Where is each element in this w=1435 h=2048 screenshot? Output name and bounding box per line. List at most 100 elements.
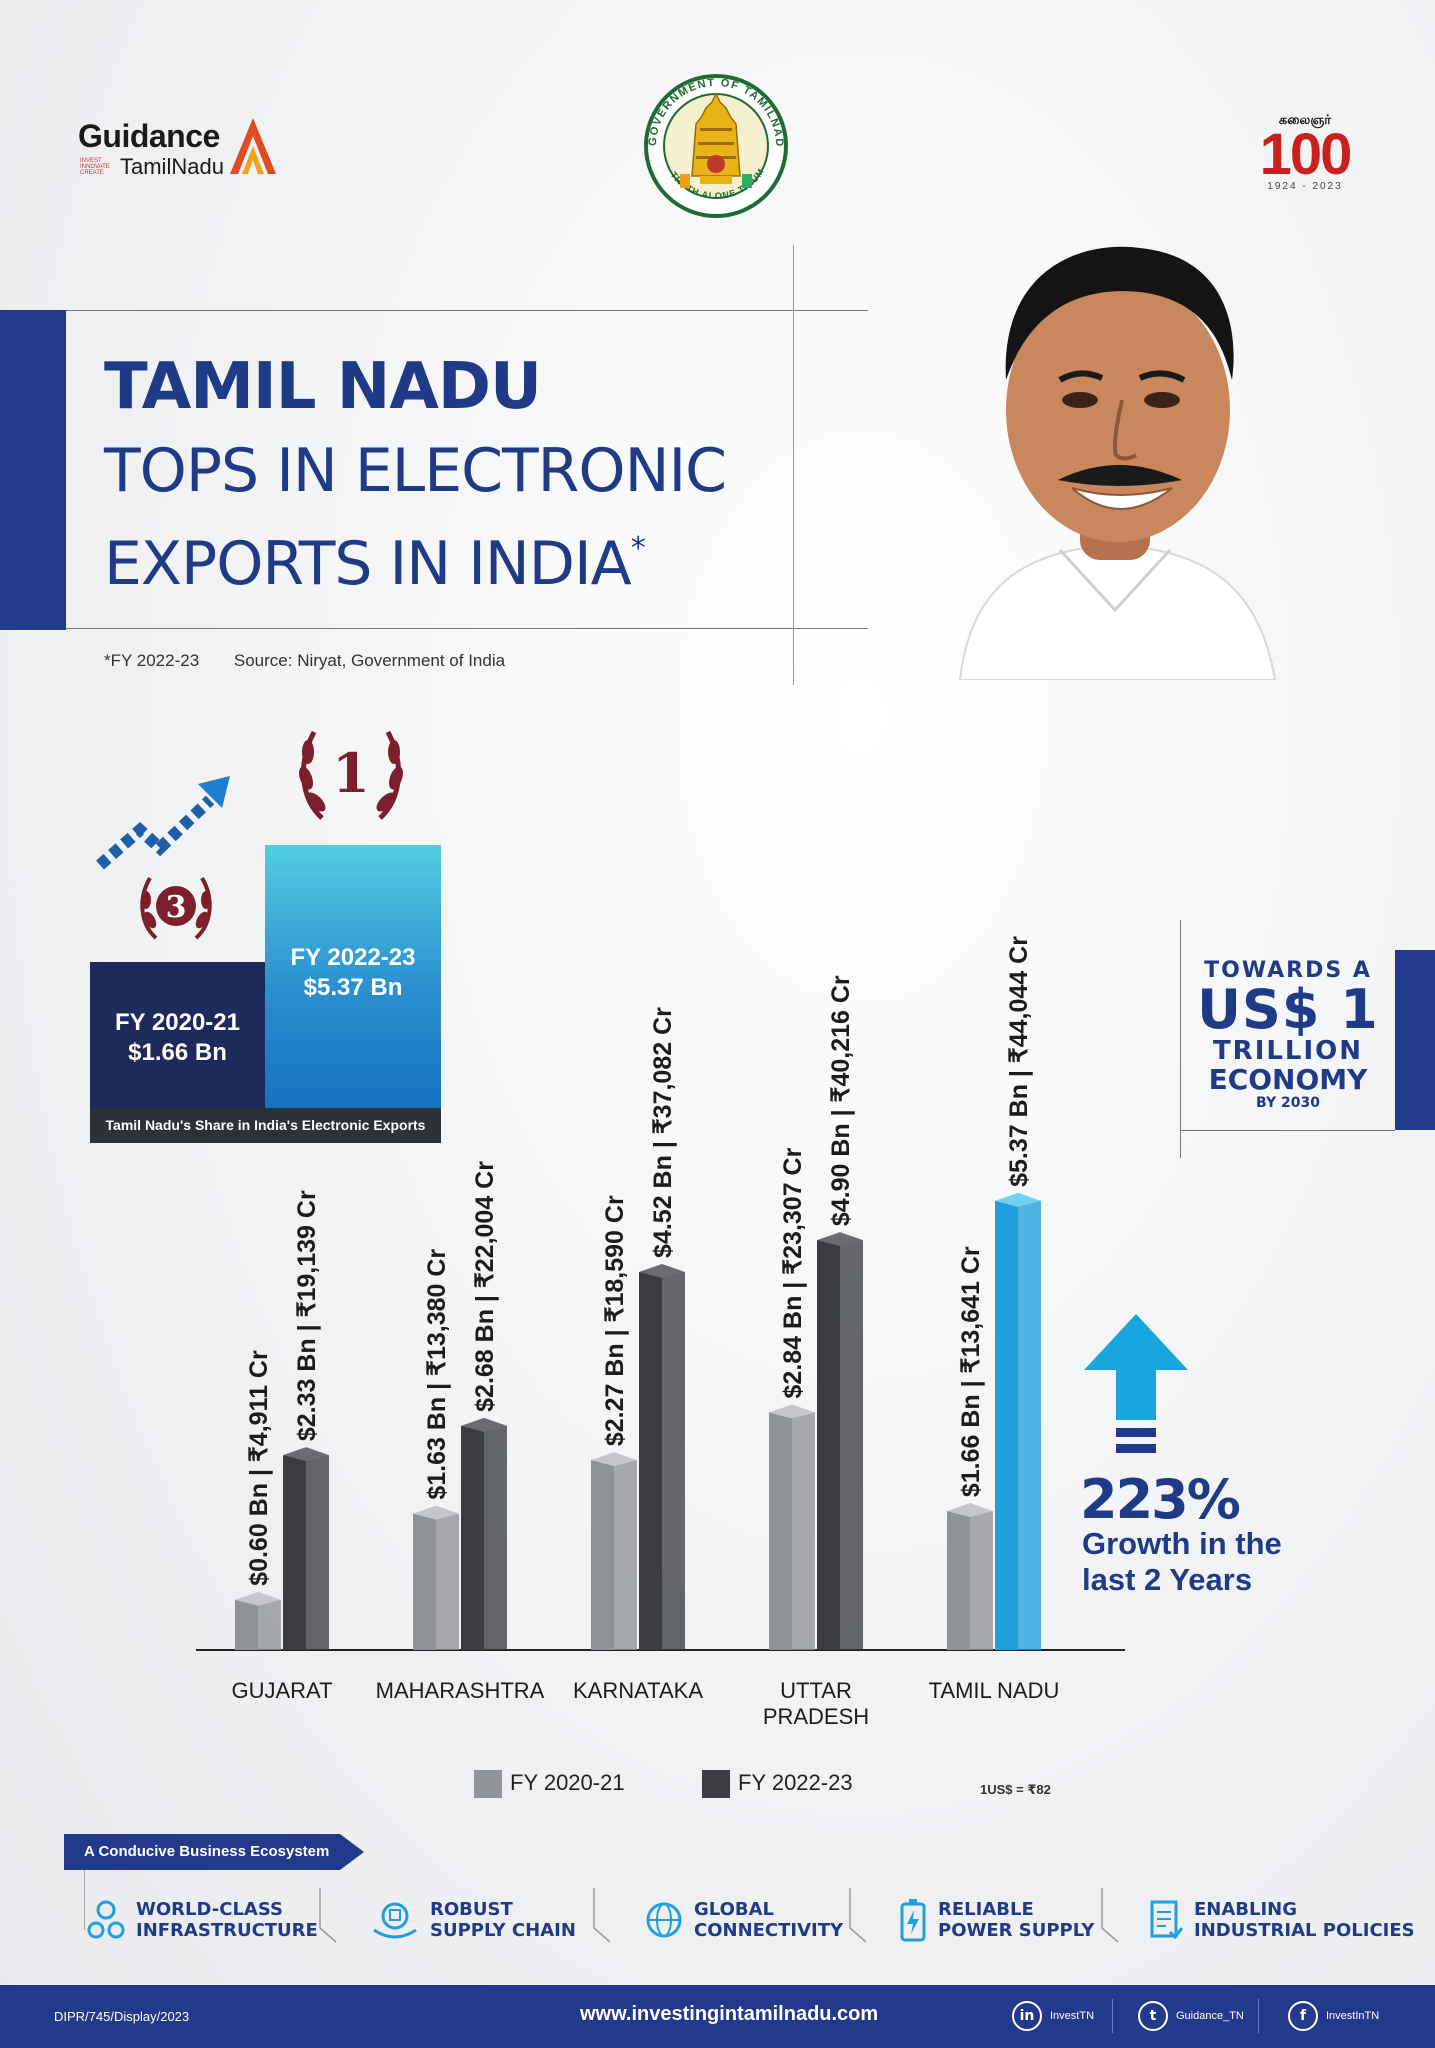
bar-side-0-3 [792,1412,815,1650]
ecosystem-tag: A Conducive Business Ecosystem [64,1834,364,1870]
category-label-2-0: KARNATAKA [573,1678,703,1703]
data-label-1-0: $2.33 Bn | ₹19,139 Cr [293,1190,321,1441]
headline-line2: TOPS IN ELECTRONIC [104,436,727,506]
bar-side-0-2 [614,1460,637,1650]
ecosystem-label-line1: GLOBAL [694,1899,775,1920]
share-box-fy2022-year: FY 2022-23 [290,944,416,971]
ecosystem-item-label: WORLD-CLASS INFRASTRUCTURE [136,1899,318,1941]
trillion-accent-bar [1395,950,1435,1130]
bar-fy2020-0 [235,1599,258,1650]
headline-subtitle: TOPS IN ELECTRONIC EXPORTS IN INDIA* [104,432,804,603]
bar-fy2022-3 [817,1240,840,1650]
ecosystem-item-supply-chain: ROBUST SUPPLY CHAIN [370,1890,576,1950]
bar-cap-0-1 [413,1505,459,1520]
category-label-0-0: GUJARAT [231,1678,332,1703]
data-label-0-2: $2.27 Bn | ₹18,590 Cr [601,1195,629,1446]
trillion-line5: BY 2030 [1256,1095,1320,1111]
ecosystem-divider [1101,1888,1119,1943]
title-rule-vertical [793,245,794,685]
rank-1-badge: 1 [292,722,410,835]
title-accent-bar [0,310,66,630]
ecosystem-label-line2: SUPPLY CHAIN [430,1920,576,1941]
ecosystem-divider [319,1888,337,1943]
ecosystem-item-label: GLOBAL CONNECTIVITY [694,1899,843,1941]
data-label-0-1: $1.63 Bn | ₹13,380 Cr [423,1249,451,1500]
data-label-1-1: $2.68 Bn | ₹22,004 Cr [471,1161,499,1412]
ecosystem-label-line2: POWER SUPPLY [938,1920,1095,1941]
centenary-logo: கலைஞர் 100 1924 - 2023 [1250,112,1360,192]
headline-asterisk: * [630,531,646,566]
currency-conversion-note: 1US$ = ₹82 [980,1782,1051,1797]
footer-divider [1112,1999,1113,2033]
category-label-4-0: TAMIL NADU [929,1678,1060,1703]
rank-old-number: 3 [166,890,187,925]
bar-fy2022-2 [639,1271,662,1650]
centenary-number: 100 [1259,122,1353,187]
trillion-rule-bottom [1180,1130,1395,1131]
ecosystem-label-line2: CONNECTIVITY [694,1920,844,1941]
footer-facebook[interactable]: f InvestInTN [1288,2001,1379,2031]
title-rule-top [66,310,868,311]
footnote: *FY 2022-23 [104,651,200,670]
bar-cap-1-0 [283,1447,329,1462]
trillion-line2: US$ 1 [1197,978,1379,1041]
legend-swatch-fy2022 [702,1770,730,1799]
trillion-line4: ECONOMY [1208,1063,1368,1096]
laurel-wreath-icon: 1 [299,730,403,820]
footer-linkedin[interactable]: in InvestTN [1012,2001,1094,2031]
chief-minister-portrait [958,246,1277,680]
ecosystem-label-line1: ROBUST [430,1899,513,1920]
footer-display-code: DIPR/745/Display/2023 [54,2009,190,2024]
footer-twitter[interactable]: t Guidance_TN [1138,2001,1244,2031]
bar-fy2022-4 [995,1200,1018,1650]
bar-side-1-2 [662,1271,685,1650]
supply-chain-icon [373,1902,417,1939]
footer-facebook-handle: InvestInTN [1326,2010,1380,2022]
legend-label-fy2020: FY 2020-21 [510,1770,625,1795]
share-box-fy2022: FY 2022-23 $5.37 Bn [265,845,441,1108]
guidance-word: Guidance [78,118,220,154]
share-box-fy2022-value: $5.37 Bn [303,974,403,1001]
laurel-wreath-icon: 3 [140,876,212,940]
data-label-1-3: $4.90 Bn | ₹40,216 Cr [827,975,855,1226]
ecosystem-item-label: RELIABLE POWER SUPPLY [938,1899,1094,1941]
bar-fy2022-1 [461,1425,484,1650]
bar-side-1-3 [840,1240,863,1650]
ecosystem-divider [593,1888,611,1943]
guidance-tamilnadu-logo: Guidance INVEST INNOVATE CREATE TamilNad… [78,118,278,188]
legend-item-fy2020: FY 2020-21 [474,1770,625,1799]
footer-website-link[interactable]: www.investingintamilnadu.com [580,2003,879,2025]
share-box-fy2020-value: $1.66 Bn [128,1039,227,1066]
ecosystem-label-line2: INFRASTRUCTURE [136,1920,318,1941]
bar-cap-1-1 [461,1417,507,1432]
share-box-fy2020-year: FY 2020-21 [115,1009,240,1036]
bar-cap-1-4 [995,1192,1041,1207]
footer-divider [1258,1999,1259,2033]
ecosystem-item-power: RELIABLE POWER SUPPLY [898,1890,1094,1950]
ecosystem-label-line1: ENABLING [1194,1899,1298,1920]
footer-linkedin-handle: InvestTN [1050,2010,1095,2022]
ecosystem-connector [84,1870,85,1930]
trillion-rule-vertical [1180,920,1181,1158]
ecosystem-divider [849,1888,867,1943]
globe-icon [646,1902,682,1938]
ecosystem-label-line1: WORLD-CLASS [136,1899,283,1920]
bar-fy2020-1 [413,1513,436,1650]
exports-bar-chart: $0.60 Bn | ₹4,911 Cr $2.33 Bn | ₹19,139 C… [196,936,1125,1729]
bar-cap-0-2 [591,1452,637,1467]
bar-cap-0-3 [769,1404,815,1419]
legend-swatch-fy2020 [474,1770,502,1799]
rank-new-number: 1 [332,741,370,805]
category-label-1-0: MAHARASHTRA [376,1678,545,1703]
ecosystem-label-line2: INDUSTRIAL POLICIES [1194,1920,1415,1941]
guidance-tagline: INVEST INNOVATE CREATE [80,158,110,176]
data-label-1-4: $5.37 Bn | ₹44,044 Cr [1005,936,1033,1187]
source-text: Source: Niryat, Government of India [233,651,506,670]
bar-cap-0-0 [235,1591,281,1606]
bar-cap-1-3 [817,1232,863,1247]
facebook-icon: f [1288,2001,1318,2031]
bar-side-1-4 [1018,1200,1041,1650]
growth-text: Growth in the last 2 Years [1082,1526,1282,1597]
share-box-fy2020: FY 2020-21 $1.66 Bn [90,962,265,1108]
